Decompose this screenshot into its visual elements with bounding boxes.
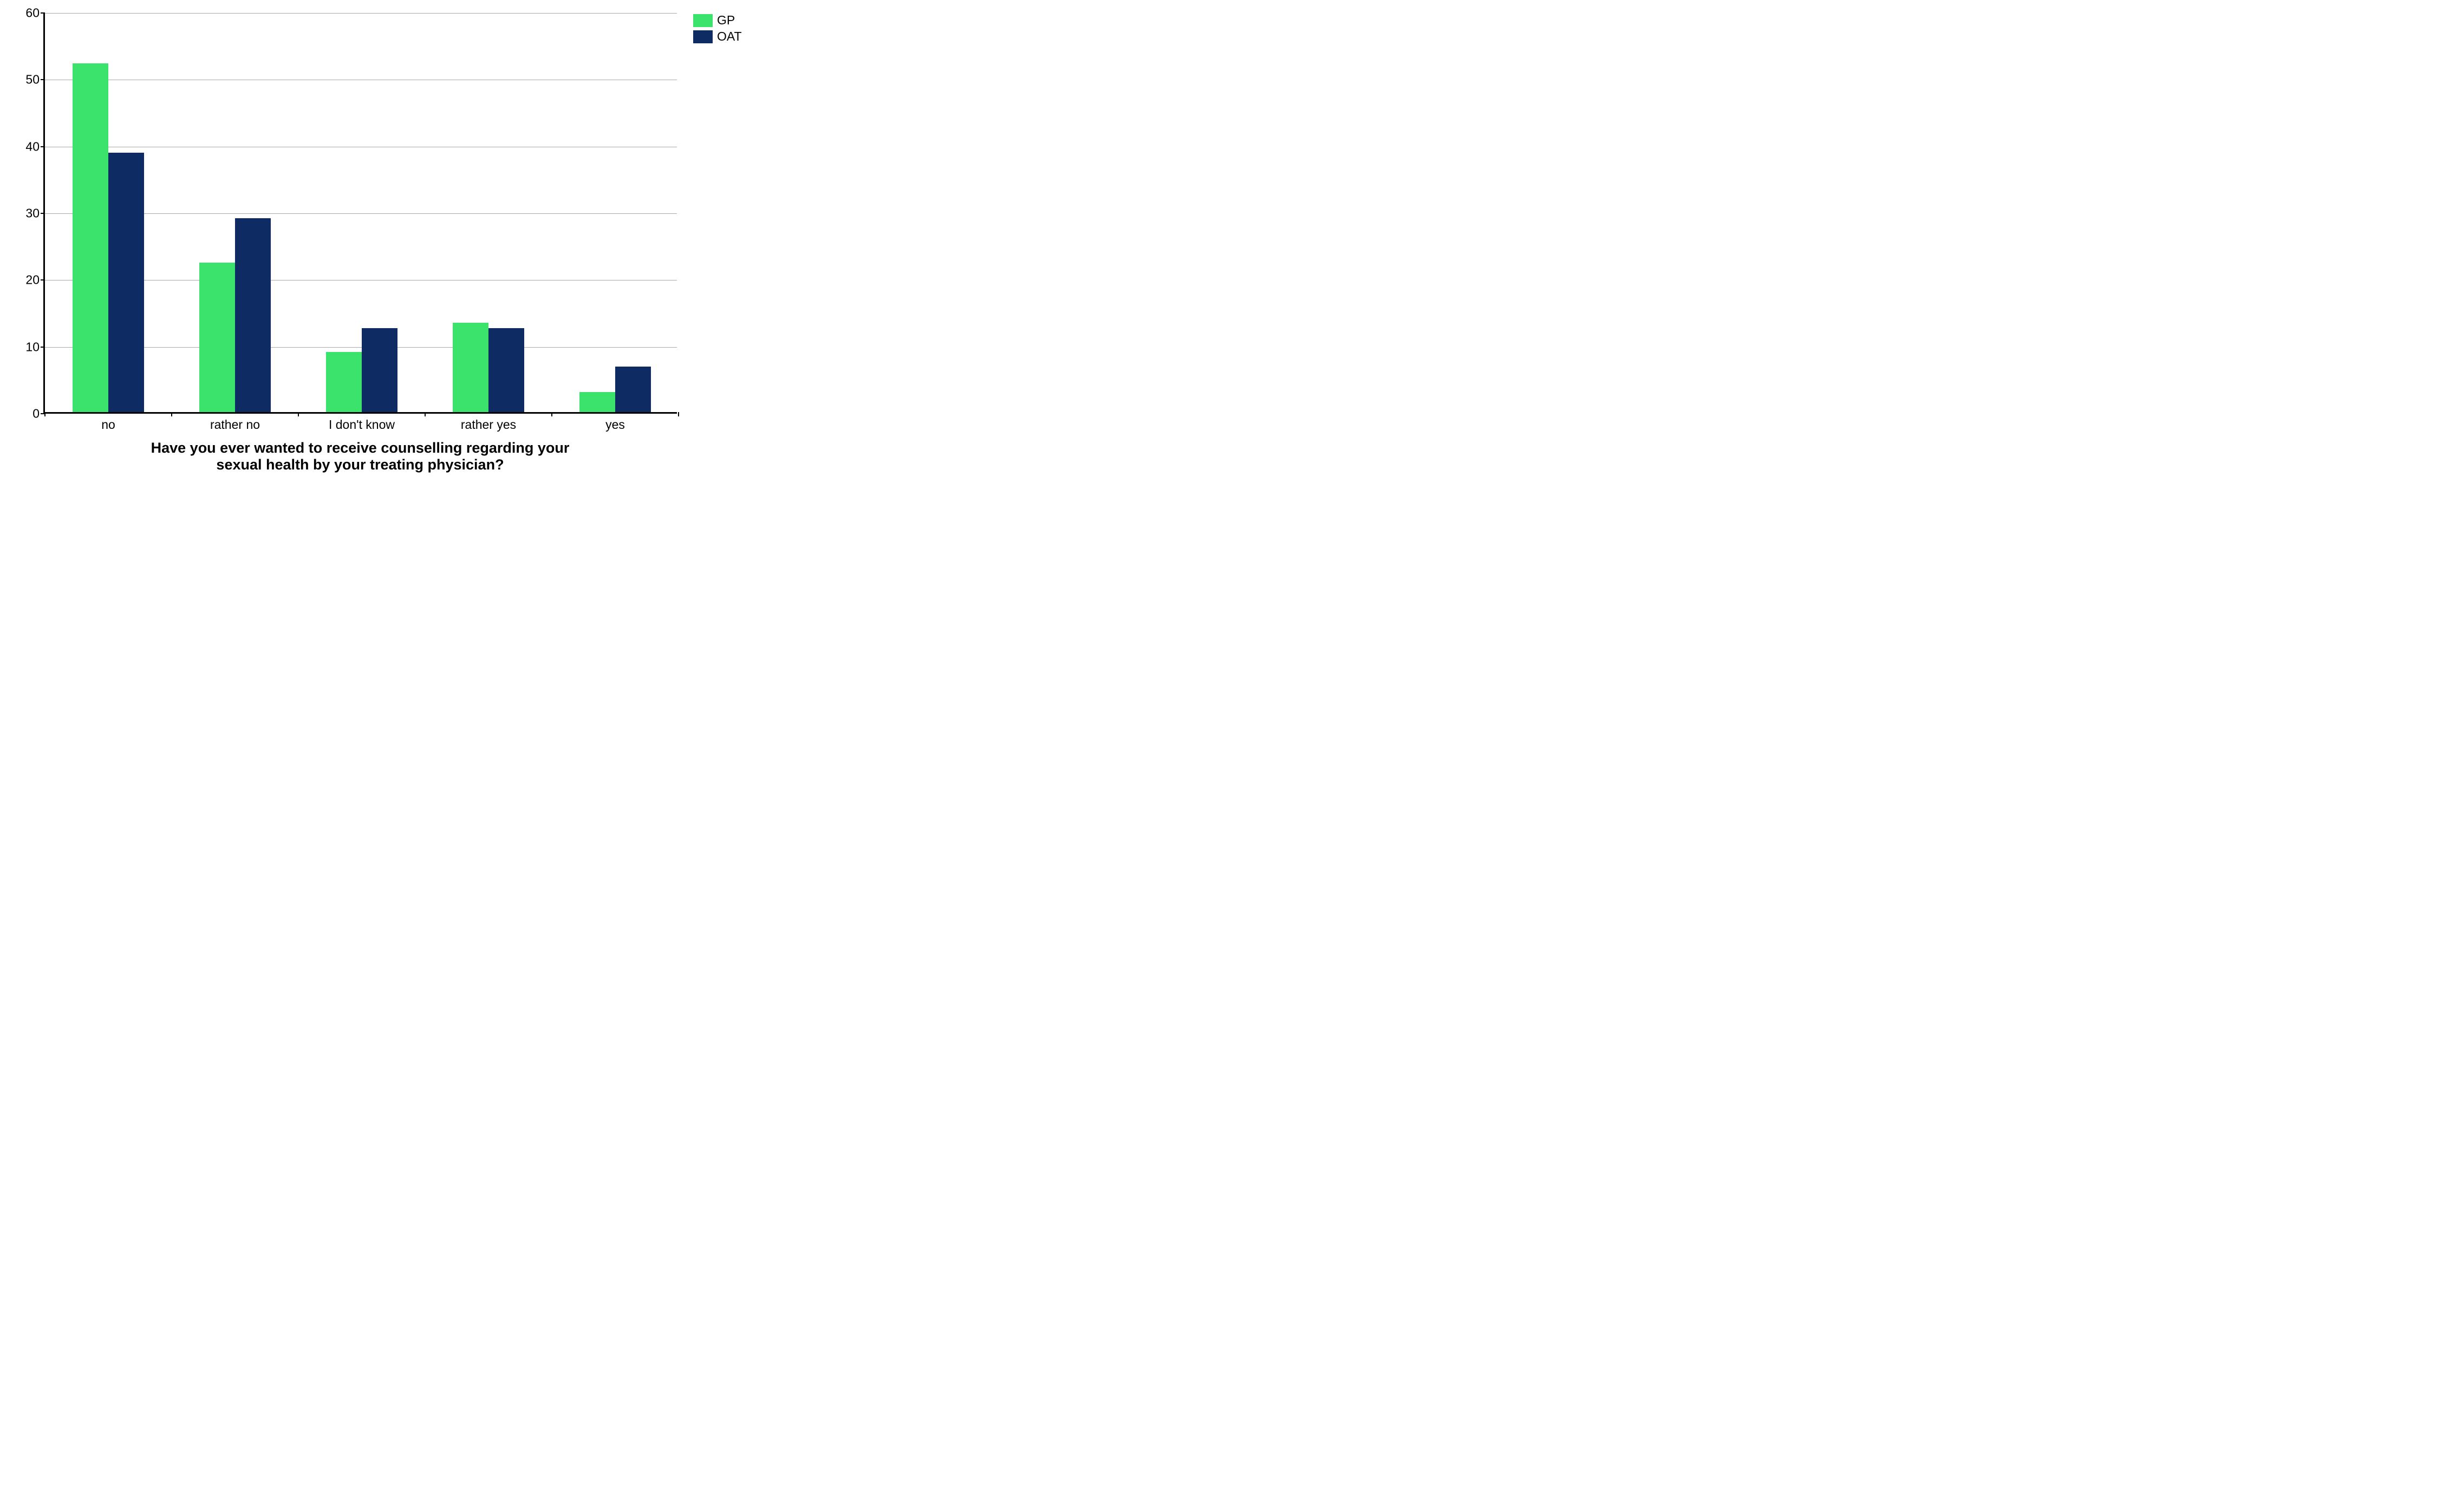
xtick-label: I don't know	[329, 412, 395, 432]
bar-OAT-1	[235, 218, 271, 412]
legend-label: OAT	[717, 29, 742, 44]
ytick-label: 10	[25, 340, 45, 354]
xtick-label: no	[101, 412, 115, 432]
legend-item-OAT: OAT	[693, 29, 742, 44]
xlabel-line: sexual health by your treating physician…	[43, 456, 677, 473]
ytick-label: 0	[32, 407, 45, 421]
bar-OAT-3	[488, 328, 524, 412]
gridline	[45, 13, 677, 14]
xtick-mark	[678, 412, 679, 416]
ytick-label: 60	[25, 6, 45, 21]
ytick-label: 20	[25, 273, 45, 288]
bar-GP-0	[73, 63, 108, 412]
xtick-mark	[551, 412, 552, 416]
bar-OAT-4	[615, 367, 651, 412]
legend: GPOAT	[693, 13, 742, 45]
xtick-mark	[298, 412, 299, 416]
bar-GP-2	[326, 352, 362, 412]
ytick-label: 40	[25, 139, 45, 154]
xtick-mark	[425, 412, 426, 416]
plot-area: 0102030405060norather noI don't knowrath…	[43, 13, 677, 414]
xtick-mark	[44, 412, 45, 416]
bar-GP-4	[579, 392, 615, 412]
legend-item-GP: GP	[693, 13, 742, 28]
legend-swatch	[693, 14, 713, 27]
xlabel-line: Have you ever wanted to receive counsell…	[43, 440, 677, 456]
ytick-label: 50	[25, 73, 45, 87]
y-axis-label: Percent	[0, 186, 3, 240]
ytick-label: 30	[25, 206, 45, 221]
bar-GP-1	[199, 263, 235, 412]
bar-OAT-2	[362, 328, 397, 412]
xtick-label: yes	[605, 412, 625, 432]
xtick-label: rather yes	[461, 412, 516, 432]
x-axis-label: Have you ever wanted to receive counsell…	[43, 440, 677, 473]
chart-container: 0 10 20 30 40 50 60 no rather no I don't know rath…	[0, 0, 821, 496]
legend-swatch	[693, 30, 713, 43]
bar-OAT-0	[108, 153, 144, 412]
bar-GP-3	[453, 323, 488, 412]
legend-label: GP	[717, 13, 735, 28]
xtick-label: rather no	[210, 412, 260, 432]
xtick-mark	[171, 412, 172, 416]
